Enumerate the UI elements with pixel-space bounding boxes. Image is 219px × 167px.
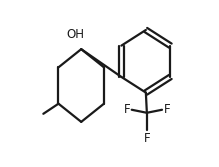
Text: OH: OH <box>66 28 84 41</box>
Text: F: F <box>164 103 170 116</box>
Text: F: F <box>143 132 150 145</box>
Text: F: F <box>124 103 130 116</box>
